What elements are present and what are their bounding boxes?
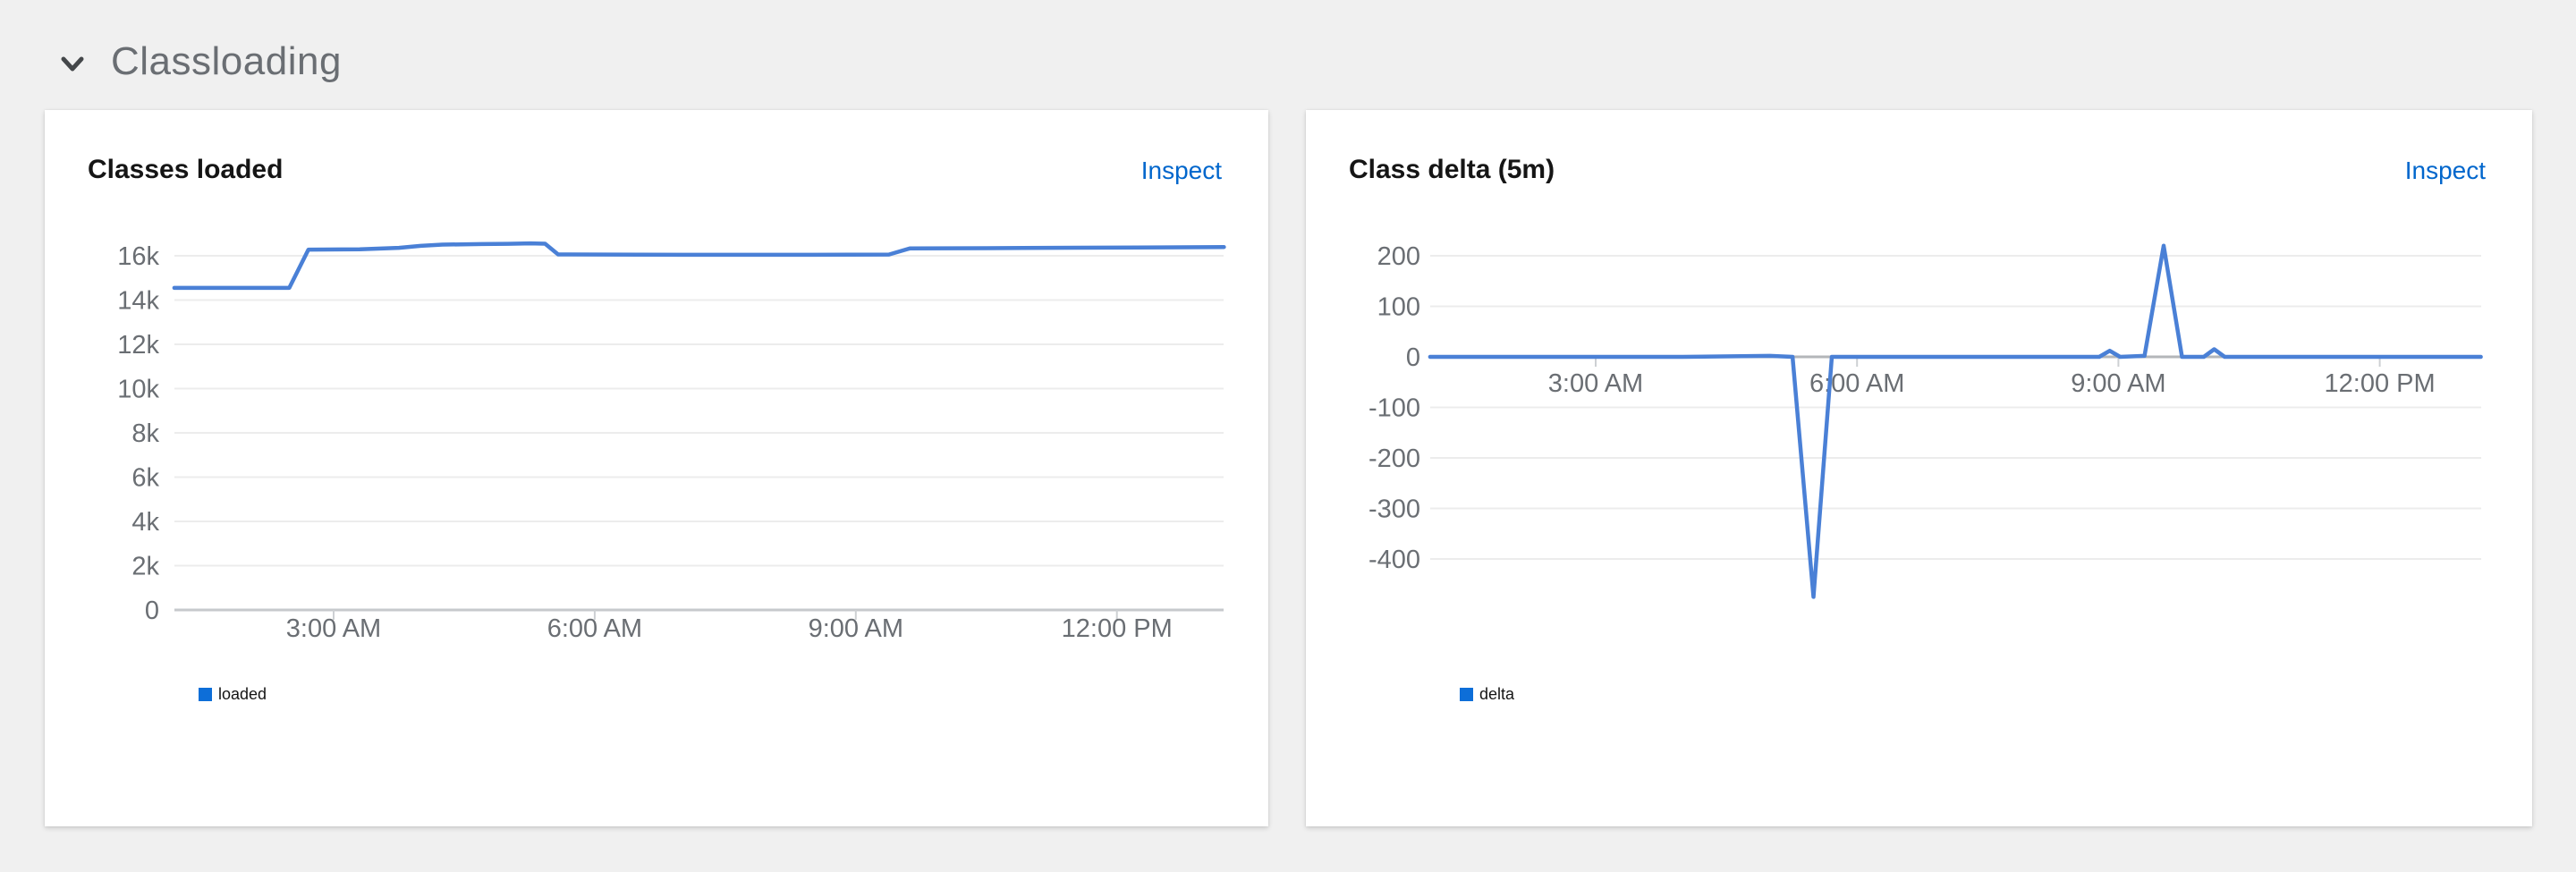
- svg-text:6:00 AM: 6:00 AM: [547, 614, 642, 643]
- legend-color-chip: [1460, 688, 1473, 701]
- svg-text:9:00 AM: 9:00 AM: [2071, 369, 2165, 398]
- legend-label: loaded: [218, 685, 267, 703]
- svg-text:-300: -300: [1368, 495, 1420, 524]
- chart-card-class-delta: Class delta (5m) Inspect 200 100 0 -100 -200…: [1306, 110, 2532, 826]
- svg-text:9:00 AM: 9:00 AM: [809, 614, 903, 643]
- svg-text:3:00 AM: 3:00 AM: [286, 614, 381, 643]
- chart-title: Classes loaded: [88, 155, 284, 184]
- svg-text:12:00 PM: 12:00 PM: [1062, 614, 1173, 643]
- svg-text:6:00 AM: 6:00 AM: [1809, 369, 1904, 398]
- svg-text:-200: -200: [1368, 444, 1420, 473]
- svg-text:2k: 2k: [131, 553, 159, 581]
- legend: delta: [1460, 685, 1514, 704]
- svg-text:0: 0: [145, 597, 159, 625]
- svg-text:-400: -400: [1368, 546, 1420, 574]
- section-title: Classloading: [111, 39, 342, 83]
- svg-text:10k: 10k: [117, 376, 159, 404]
- legend-label: delta: [1479, 685, 1515, 703]
- classes-loaded-chart[interactable]: 0 2k 4k 6k 8k 10k 12k 14k 16k 3:00 AM 6:00 AM 9:00 …: [45, 110, 1268, 826]
- svg-text:16k: 16k: [117, 242, 159, 271]
- svg-text:0: 0: [1406, 343, 1420, 372]
- chart-card-classes-loaded: Classes loaded Inspect 0 2k 4k 6k 8k 10k 12k 14…: [45, 110, 1268, 826]
- class-delta-chart[interactable]: 200 100 0 -100 -200 -300 -400 3:00 AM 6:00 AM 9:0…: [1306, 110, 2532, 826]
- svg-text:4k: 4k: [131, 508, 159, 537]
- section-header-classloading[interactable]: Classloading: [57, 39, 342, 84]
- svg-text:12:00 PM: 12:00 PM: [2325, 369, 2436, 398]
- inspect-link[interactable]: Inspect: [2404, 157, 2486, 184]
- svg-text:200: 200: [1377, 242, 1420, 271]
- svg-text:100: 100: [1377, 293, 1420, 322]
- legend: loaded: [199, 685, 267, 704]
- legend-color-chip: [199, 688, 212, 701]
- svg-text:8k: 8k: [131, 419, 159, 448]
- svg-text:12k: 12k: [117, 331, 159, 360]
- chart-title: Class delta (5m): [1349, 155, 1555, 184]
- svg-text:6k: 6k: [131, 464, 159, 493]
- svg-text:14k: 14k: [117, 287, 159, 316]
- inspect-link[interactable]: Inspect: [1140, 157, 1222, 184]
- chevron-down-icon: [61, 56, 84, 72]
- svg-text:3:00 AM: 3:00 AM: [1548, 369, 1643, 398]
- svg-text:-100: -100: [1368, 394, 1420, 423]
